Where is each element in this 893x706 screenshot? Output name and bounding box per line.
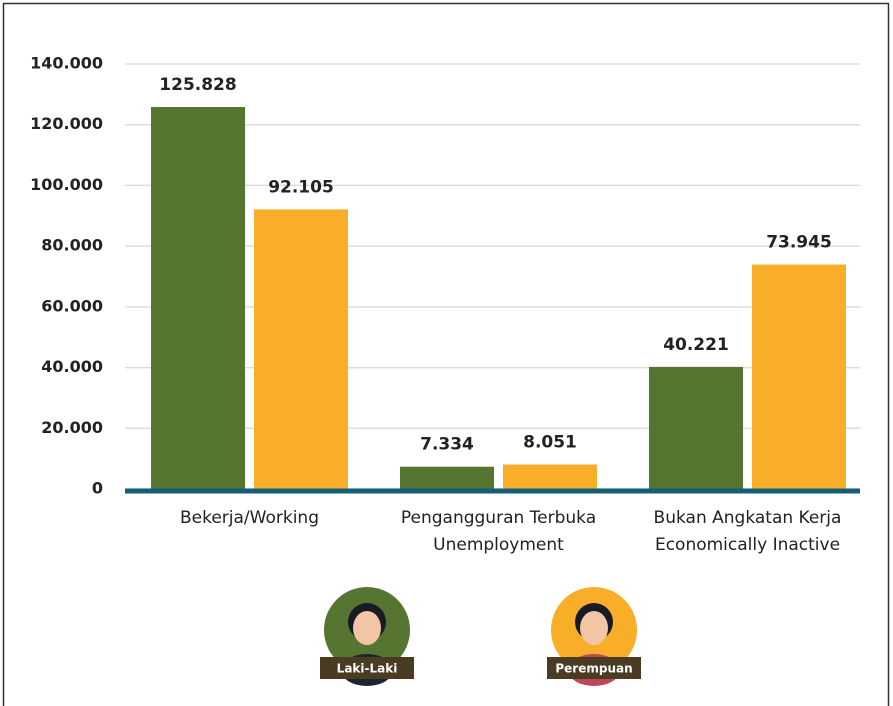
y-tick-label: 140.000 — [30, 54, 103, 73]
legend-item: Perempuan — [547, 587, 641, 686]
bar — [400, 466, 494, 489]
value-label: 8.051 — [523, 433, 577, 453]
x-tick-label: Economically Inactive — [655, 535, 840, 555]
y-tick-label: 100.000 — [30, 175, 103, 194]
value-label: 40.221 — [663, 335, 729, 355]
bar — [649, 366, 743, 489]
y-tick-label: 120.000 — [30, 114, 103, 133]
y-tick-label: 0 — [92, 479, 103, 498]
legend-label: Perempuan — [555, 662, 632, 676]
y-tick-label: 40.000 — [41, 357, 103, 376]
bar — [503, 464, 597, 489]
value-label: 92.105 — [268, 177, 334, 197]
legend-item: Laki-Laki — [320, 587, 414, 686]
y-tick-label: 60.000 — [41, 296, 103, 315]
x-tick-label: Bukan Angkatan Kerja — [654, 508, 842, 528]
bar — [254, 209, 348, 489]
avatar-face — [353, 611, 381, 645]
x-tick-label: Unemployment — [433, 535, 564, 555]
y-tick-label: 80.000 — [41, 236, 103, 255]
bar — [752, 264, 846, 489]
avatar-face — [580, 611, 608, 645]
legend-box — [547, 657, 641, 679]
x-tick-label: Bekerja/Working — [180, 508, 319, 528]
x-tick-label: Pengangguran Terbuka — [401, 508, 596, 528]
bar — [151, 107, 245, 489]
value-label: 7.334 — [420, 435, 474, 455]
value-label: 73.945 — [766, 233, 832, 253]
y-tick-label: 20.000 — [41, 418, 103, 437]
legend-label: Laki-Laki — [337, 662, 398, 676]
legend-box — [320, 657, 414, 679]
value-label: 125.828 — [159, 75, 236, 95]
